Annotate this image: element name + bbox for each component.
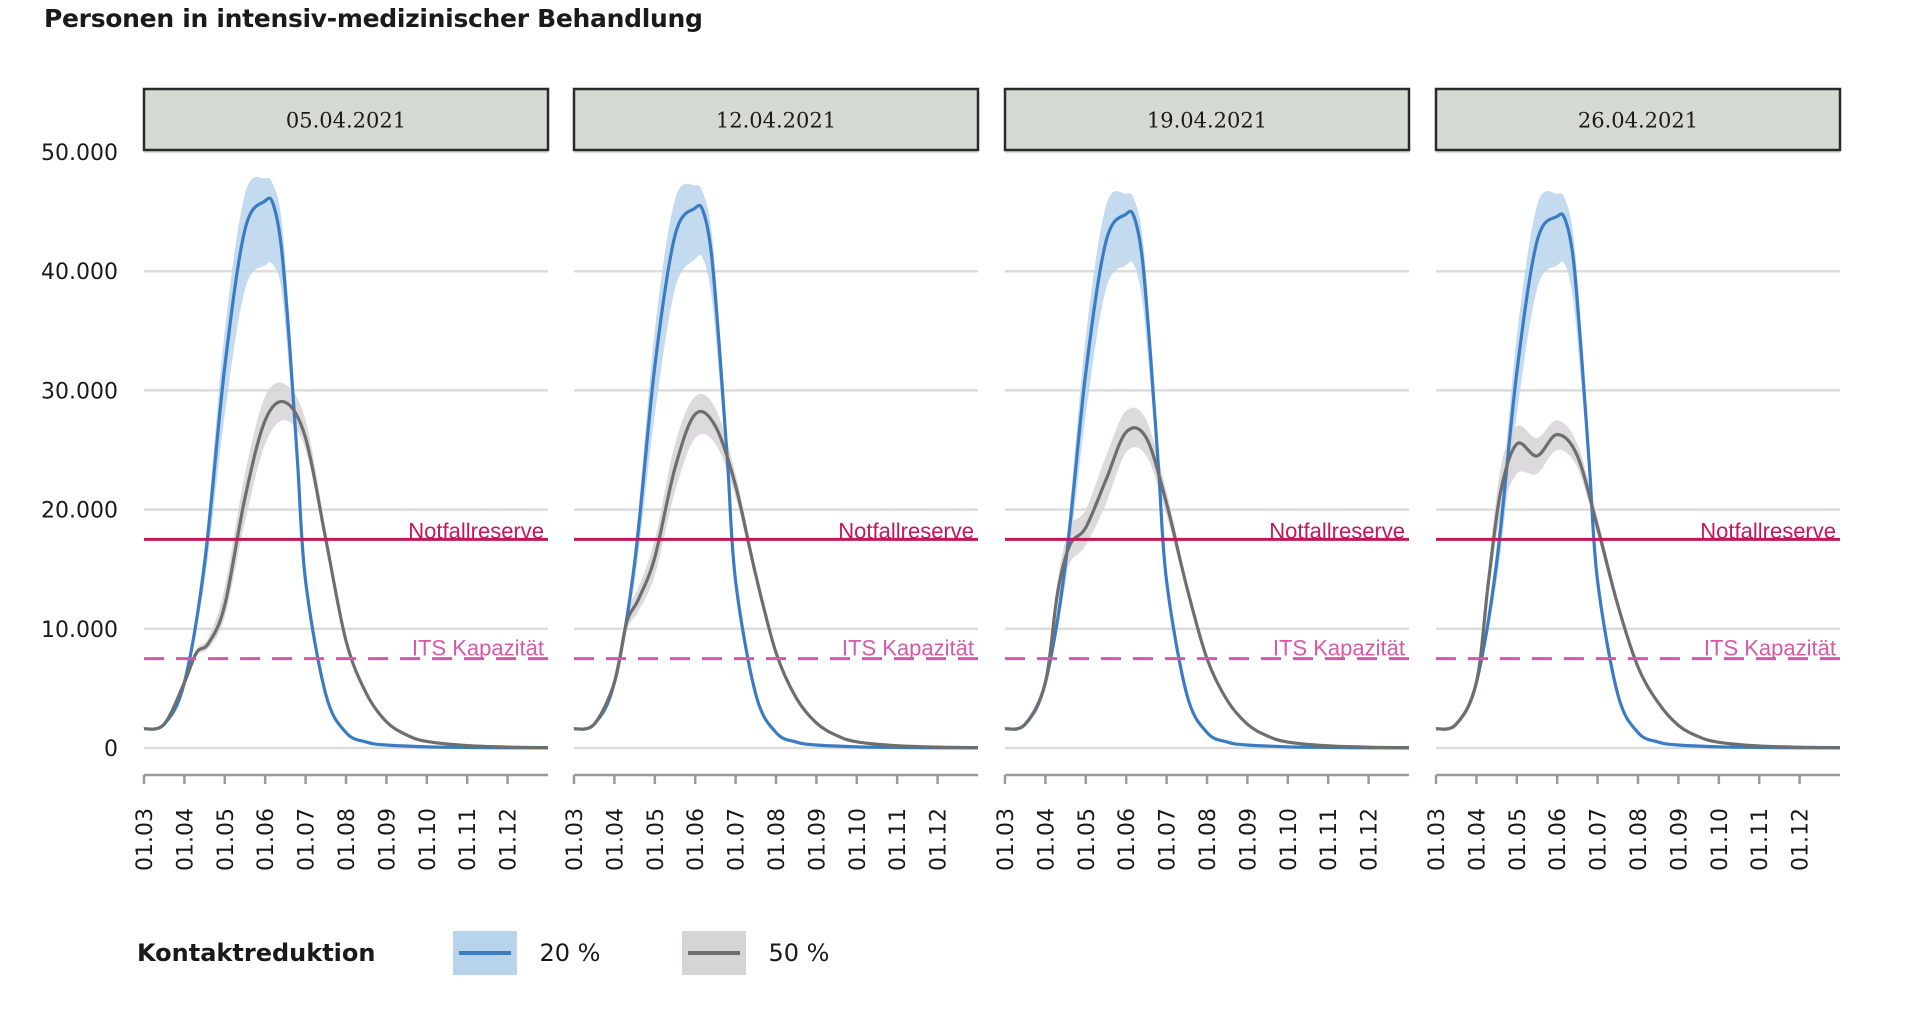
- x-tick-label: 01.03: [563, 808, 588, 871]
- panel-1: 05.04.2021 Notfallreserve ITS Kapazität 01.…: [133, 87, 550, 871]
- panel-2: 12.04.2021 Notfallreserve ITS Kapazität 01.…: [563, 87, 980, 871]
- x-tick-label: 01.10: [1277, 808, 1302, 871]
- chart-title: Personen in intensiv-medizinischer Behan…: [44, 4, 703, 33]
- legend-swatch-20: [453, 931, 518, 975]
- legend-line-20: [459, 951, 512, 955]
- its-kapazitaet-label: ITS Kapazität: [842, 636, 974, 661]
- panel-strip: [142, 87, 550, 152]
- panel-3: 19.04.2021 Notfallreserve ITS Kapazität 01.…: [994, 87, 1411, 871]
- panel-strip-label: 12.04.2021: [716, 109, 836, 133]
- legend-label-50: 50 %: [768, 939, 830, 967]
- x-tick-label: 01.07: [1587, 808, 1612, 871]
- x-tick-label: 01.03: [1425, 808, 1450, 871]
- x-tick-label: 01.05: [1506, 808, 1531, 871]
- series-line-50: [1004, 426, 1410, 750]
- series-line-50: [573, 409, 979, 750]
- legend-item-20: 20 %: [453, 931, 600, 975]
- x-tick-label: 01.04: [173, 808, 198, 871]
- x-tick-label: 01.06: [1115, 808, 1140, 871]
- x-tick-label: 01.12: [1358, 808, 1383, 871]
- x-tick-label: 01.12: [1789, 808, 1814, 871]
- x-tick-label: 01.12: [497, 808, 522, 871]
- y-axis: 0 10.000 20.000 30.000 40.000 50.000: [41, 141, 118, 762]
- legend-title: Kontaktreduktion: [137, 939, 376, 967]
- x-tick-label: 01.08: [1196, 808, 1221, 871]
- x-tick-label: 01.08: [1627, 808, 1652, 871]
- legend-swatch-50: [682, 931, 747, 975]
- x-tick-label: 01.05: [1075, 808, 1100, 871]
- series-line-20: [573, 203, 979, 750]
- band-20: [574, 183, 978, 748]
- y-tick-label: 50.000: [41, 141, 118, 166]
- band-20: [144, 176, 548, 748]
- x-tick-label: 01.09: [1236, 808, 1261, 871]
- x-tick-label: 01.11: [886, 808, 911, 871]
- x-tick-label: 01.08: [765, 808, 790, 871]
- its-kapazitaet-label: ITS Kapazität: [1273, 636, 1405, 661]
- panel-4: 26.04.2021 Notfallreserve ITS Kapazität 01.…: [1425, 87, 1842, 871]
- x-tick-label: 01.08: [335, 808, 360, 871]
- y-tick-label: 20.000: [41, 499, 118, 524]
- x-tick-label: 01.04: [1465, 808, 1490, 871]
- y-tick-label: 0: [104, 737, 118, 762]
- x-tick-label: 01.03: [994, 808, 1019, 871]
- its-kapazitaet-label: ITS Kapazität: [412, 636, 544, 661]
- series-line-20: [1435, 212, 1841, 750]
- x-tick-label: 01.11: [456, 808, 481, 871]
- series-line-20: [143, 196, 549, 750]
- x-tick-label: 01.10: [416, 808, 441, 871]
- x-tick-label: 01.05: [214, 808, 239, 871]
- panel-strip-label: 19.04.2021: [1147, 109, 1267, 133]
- notfallreserve-label: Notfallreserve: [1269, 518, 1405, 543]
- notfallreserve-label: Notfallreserve: [1700, 518, 1836, 543]
- band-20: [1005, 191, 1409, 748]
- x-tick-label: 01.04: [603, 808, 628, 871]
- its-kapazitaet-label: ITS Kapazität: [1704, 636, 1836, 661]
- x-tick-label: 01.10: [846, 808, 871, 871]
- panel-strip: [1434, 87, 1842, 152]
- x-tick-label: 01.07: [725, 808, 750, 871]
- panel-strip: [1003, 87, 1411, 152]
- series-line-20: [1004, 209, 1410, 750]
- x-tick-label: 01.12: [927, 808, 952, 871]
- series-line-50: [1435, 432, 1841, 750]
- x-tick-label: 01.11: [1748, 808, 1773, 871]
- panel-strip-label: 05.04.2021: [286, 109, 406, 133]
- x-tick-label: 01.09: [375, 808, 400, 871]
- y-tick-label: 10.000: [41, 618, 118, 643]
- band-50: [1436, 420, 1840, 748]
- legend: Kontaktreduktion 20 % 50 %: [137, 928, 911, 978]
- x-tick-label: 01.05: [644, 808, 669, 871]
- legend-item-50: 50 %: [682, 931, 829, 975]
- x-tick-label: 01.07: [1156, 808, 1181, 871]
- x-tick-label: 01.09: [1667, 808, 1692, 871]
- series-line-50: [143, 399, 549, 750]
- panel-strip: [572, 87, 980, 152]
- y-tick-label: 40.000: [41, 260, 118, 285]
- x-tick-label: 01.03: [133, 808, 158, 871]
- band-50: [1005, 407, 1409, 748]
- x-tick-label: 01.07: [295, 808, 320, 871]
- legend-label-20: 20 %: [539, 939, 601, 967]
- x-tick-label: 01.11: [1317, 808, 1342, 871]
- band-50: [574, 393, 978, 748]
- notfallreserve-label: Notfallreserve: [408, 518, 544, 543]
- panel-strip-label: 26.04.2021: [1578, 109, 1698, 133]
- x-tick-label: 01.10: [1708, 808, 1733, 871]
- x-tick-label: 01.09: [805, 808, 830, 871]
- legend-line-50: [688, 951, 741, 955]
- x-tick-label: 01.06: [1546, 808, 1571, 871]
- x-tick-label: 01.04: [1034, 808, 1059, 871]
- x-tick-label: 01.06: [254, 808, 279, 871]
- x-tick-label: 01.06: [684, 808, 709, 871]
- notfallreserve-label: Notfallreserve: [838, 518, 974, 543]
- panels: 05.04.2021 Notfallreserve ITS Kapazität 01.…: [133, 87, 1842, 871]
- y-tick-label: 30.000: [41, 379, 118, 404]
